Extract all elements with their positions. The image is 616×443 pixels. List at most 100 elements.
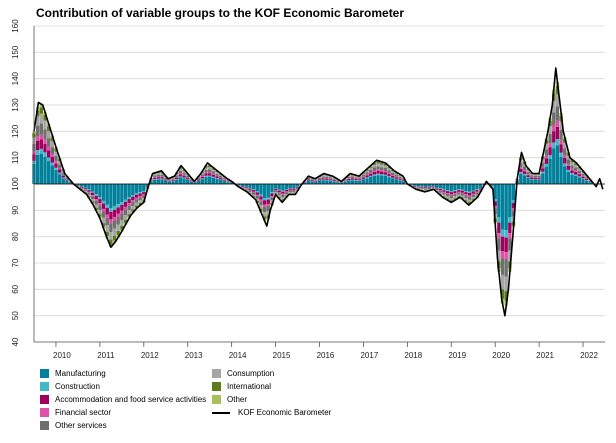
bar-segment	[570, 170, 574, 174]
bar-segment	[112, 228, 117, 236]
bar-segment	[295, 184, 300, 187]
bar-segment	[537, 177, 541, 179]
bar-segment	[449, 184, 453, 192]
legend-column-left: Manufacturing Construction Accommodation a…	[40, 367, 206, 432]
bar-segment	[138, 200, 142, 203]
bar-segment	[453, 190, 457, 192]
bar-segment	[116, 213, 120, 218]
bar-segment	[164, 177, 168, 178]
bar-segment	[442, 194, 446, 197]
bar-segment	[500, 184, 505, 230]
bar-segment	[171, 178, 175, 180]
legend-swatch	[212, 395, 221, 404]
bar-segment	[574, 171, 578, 175]
bar-segment	[218, 174, 223, 176]
bar-segment	[394, 179, 399, 184]
bar-segment	[445, 191, 450, 194]
bar-segment	[383, 174, 388, 176]
bar-segment	[167, 180, 172, 182]
bar-segment	[570, 174, 574, 184]
bar-segment	[398, 179, 402, 181]
bar-segment	[134, 199, 139, 203]
bar-segment	[79, 186, 84, 188]
bar-segment	[189, 181, 194, 184]
bar-segment	[197, 177, 201, 178]
bar-segment	[284, 194, 289, 196]
bar-segment	[475, 196, 479, 198]
bar-segment	[339, 182, 344, 184]
bar-segment	[427, 188, 431, 190]
bar-segment	[350, 180, 355, 184]
bar-segment	[412, 185, 417, 187]
bar-segment	[541, 162, 545, 167]
bar-segment	[317, 180, 322, 184]
bar-segment	[581, 178, 585, 184]
bar-segment	[43, 129, 47, 140]
bar-segment	[83, 189, 87, 190]
bar-segment	[240, 184, 245, 187]
bar-segment	[281, 193, 285, 195]
bar-segment	[387, 177, 391, 184]
bar-segment	[186, 179, 190, 184]
bar-segment	[178, 170, 183, 174]
bar-segment	[134, 197, 139, 200]
bar-segment	[39, 139, 44, 149]
bar-segment	[105, 207, 109, 215]
bar-segment	[226, 180, 230, 182]
bar-segment	[570, 165, 574, 169]
bar-segment	[336, 182, 340, 184]
bar-segment	[420, 188, 424, 190]
bar-segment	[200, 178, 205, 180]
bar-segment	[398, 176, 402, 179]
bar-segment	[134, 184, 139, 194]
bar-segment	[94, 207, 98, 210]
bar-segment	[156, 179, 161, 184]
bar-segment	[79, 188, 84, 190]
bar-segment	[248, 190, 252, 193]
bar-segment	[288, 193, 292, 195]
bar-segment	[493, 199, 497, 202]
bar-segment	[288, 184, 292, 189]
bar-segment	[449, 191, 453, 193]
bar-segment	[471, 193, 475, 195]
bar-segment	[138, 197, 142, 201]
bar-segment	[244, 188, 248, 190]
bar-segment	[511, 200, 516, 203]
bar-segment	[347, 175, 351, 177]
bar-segment	[471, 184, 475, 191]
bar-segment	[116, 224, 120, 231]
bar-segment	[387, 166, 391, 169]
bar-segment	[321, 180, 325, 184]
bar-segment	[570, 168, 574, 171]
bar-segment	[262, 184, 267, 199]
bar-segment	[467, 192, 472, 196]
bar-segment	[434, 184, 439, 188]
bar-segment	[178, 168, 183, 171]
bar-segment	[504, 291, 508, 301]
bar-segment	[548, 120, 552, 127]
bar-segment	[90, 191, 95, 193]
bar-segment	[431, 184, 435, 187]
bar-segment	[65, 180, 69, 184]
x-tick-label: 2018	[404, 351, 422, 360]
bar-segment	[87, 194, 91, 197]
bar-segment	[123, 184, 128, 200]
bar-segment	[544, 143, 549, 150]
bar-segment	[153, 179, 157, 180]
bar-segment	[61, 175, 65, 178]
bar-segment	[475, 194, 479, 197]
bar-segment	[467, 199, 472, 202]
legend-swatch	[212, 369, 221, 378]
bar-segment	[50, 165, 54, 184]
bar-segment	[321, 178, 325, 180]
legend-item: International	[212, 380, 331, 393]
bar-segment	[508, 184, 512, 218]
bar-segment	[585, 180, 589, 181]
bar-segment	[416, 184, 421, 187]
bar-segment	[208, 173, 212, 176]
bar-segment	[555, 86, 560, 95]
bar-segment	[50, 156, 54, 163]
bar-segment	[178, 173, 183, 175]
bar-segment	[131, 206, 135, 210]
bar-segment	[127, 205, 131, 211]
